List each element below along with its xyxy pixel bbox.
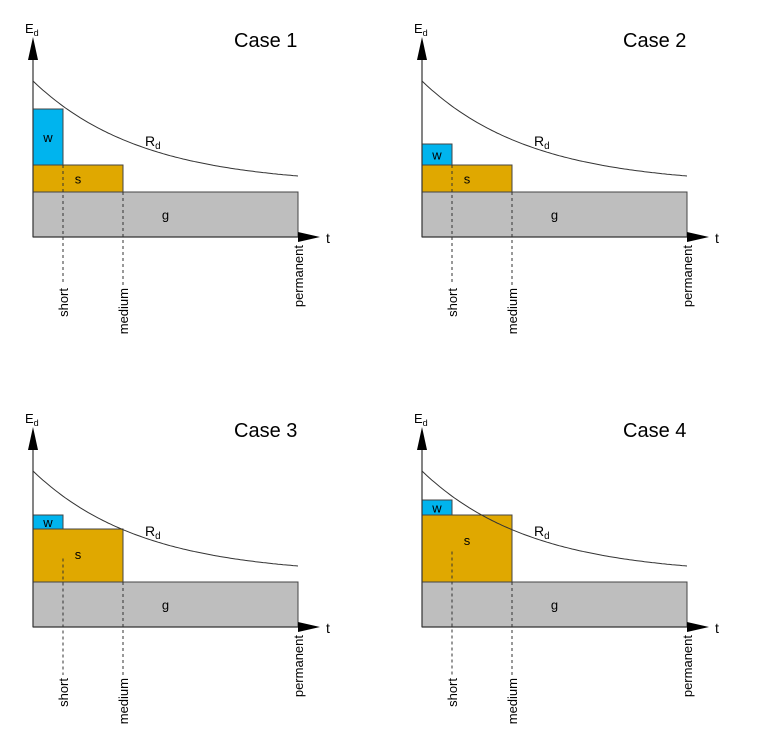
- case-title: Case 3: [234, 420, 297, 442]
- snow-load-bar-s: [421, 164, 513, 193]
- x-axis-arrow-icon: [687, 622, 709, 632]
- bar-label-s: s: [75, 547, 82, 562]
- case-panel-1: g s w short medium permanent Rd Ed t Case 1: [25, 21, 330, 334]
- x-axis-arrow-icon: [298, 622, 320, 632]
- time-mark-label-short: short: [56, 288, 71, 317]
- bar-label-g: g: [551, 598, 558, 613]
- time-mark-label-short: short: [445, 678, 460, 707]
- resistance-curve-rd: [421, 470, 688, 567]
- x-axis-label-t: t: [715, 230, 719, 246]
- snow-load-bar-s: [421, 514, 513, 583]
- y-axis-arrow-icon: [28, 37, 38, 60]
- case-title: Case 4: [623, 420, 686, 442]
- case-title: Case 2: [623, 30, 686, 52]
- curve-label-rd: Rd: [145, 523, 161, 542]
- time-mark-label-permanent: permanent: [291, 245, 306, 308]
- bar-label-g: g: [162, 208, 169, 223]
- y-axis-label-ed: Ed: [414, 411, 428, 428]
- permanent-load-bar-g: [421, 191, 688, 238]
- bar-label-s: s: [75, 172, 82, 187]
- time-mark-label-medium: medium: [505, 288, 520, 334]
- curve-label-rd: Rd: [145, 133, 161, 152]
- wind-load-bar-w: [32, 108, 64, 166]
- resistance-curve-rd: [32, 470, 299, 567]
- case-title: Case 1: [234, 30, 297, 52]
- time-mark-label-permanent: permanent: [680, 635, 695, 698]
- case-panel-3: g s w short medium permanent Rd Ed t Case 3: [25, 411, 330, 724]
- permanent-load-bar-g: [32, 581, 299, 628]
- y-axis-label-ed: Ed: [25, 21, 39, 38]
- time-mark-label-medium: medium: [505, 678, 520, 724]
- time-mark-label-medium: medium: [116, 678, 131, 724]
- bar-label-s: s: [464, 533, 471, 548]
- x-axis-arrow-icon: [687, 232, 709, 242]
- y-axis-arrow-icon: [28, 427, 38, 450]
- case-panel-4: g s w short medium permanent Rd Ed t Case 4: [414, 411, 719, 724]
- bar-label-g: g: [551, 208, 558, 223]
- time-mark-label-short: short: [56, 678, 71, 707]
- bar-label-w: w: [431, 148, 442, 163]
- snow-load-bar-s: [32, 164, 124, 193]
- time-mark-label-permanent: permanent: [680, 245, 695, 308]
- resistance-curve-rd: [32, 80, 299, 177]
- x-axis-label-t: t: [326, 230, 330, 246]
- permanent-load-bar-g: [32, 191, 299, 238]
- curve-label-rd: Rd: [534, 133, 550, 152]
- bar-label-w: w: [42, 130, 53, 145]
- bar-label-w: w: [42, 515, 53, 530]
- bar-label-w: w: [431, 501, 442, 516]
- curve-label-rd: Rd: [534, 523, 550, 542]
- time-mark-label-short: short: [445, 288, 460, 317]
- bar-label-g: g: [162, 598, 169, 613]
- case-panel-2: g s w short medium permanent Rd Ed t Case 2: [414, 21, 719, 334]
- bar-label-s: s: [464, 172, 471, 187]
- y-axis-arrow-icon: [417, 427, 427, 450]
- y-axis-arrow-icon: [417, 37, 427, 60]
- x-axis-label-t: t: [715, 620, 719, 636]
- resistance-curve-rd: [421, 80, 688, 177]
- x-axis-label-t: t: [326, 620, 330, 636]
- y-axis-label-ed: Ed: [25, 411, 39, 428]
- x-axis-arrow-icon: [298, 232, 320, 242]
- time-mark-label-permanent: permanent: [291, 635, 306, 698]
- y-axis-label-ed: Ed: [414, 21, 428, 38]
- time-mark-label-medium: medium: [116, 288, 131, 334]
